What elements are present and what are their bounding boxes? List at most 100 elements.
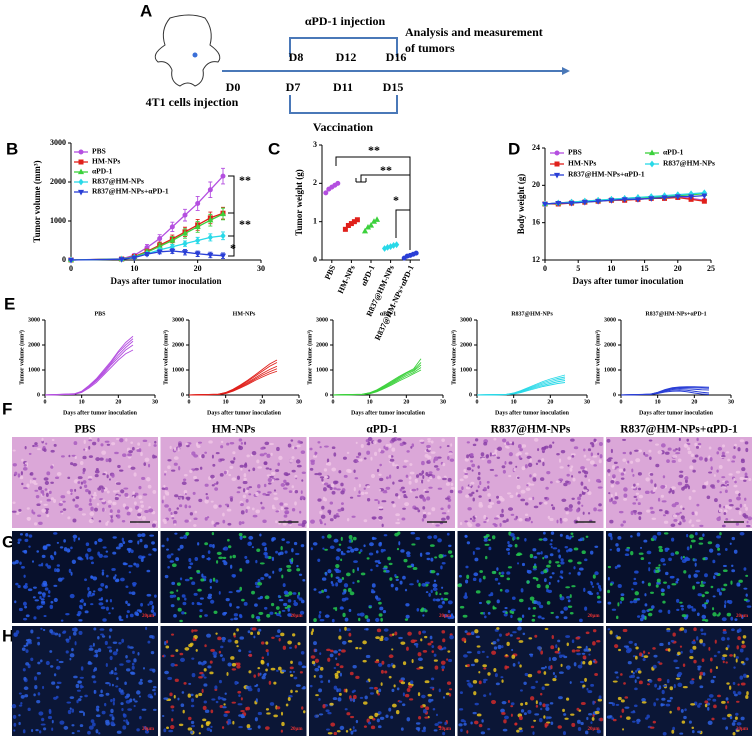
cell [87,587,89,591]
cell [180,577,182,580]
cell [93,590,95,592]
x-tick-label: 30 [257,264,265,273]
cell [394,574,396,577]
cell [75,504,79,508]
cell [488,612,491,615]
cell [275,478,279,480]
cell [261,641,265,644]
cell [115,574,117,576]
cell [130,441,133,443]
cell [390,716,393,719]
cell [636,493,639,495]
cell [284,472,289,476]
cell [622,728,624,730]
cell [19,608,23,611]
cell [40,659,43,662]
cell [98,602,103,605]
cell [324,549,328,551]
cell [702,485,704,489]
cell [586,536,589,538]
cell [563,607,568,611]
cell [369,606,372,608]
cell [64,726,69,730]
cell [689,534,694,538]
cell [326,728,330,730]
cell [664,521,668,524]
cell [544,497,547,499]
cell [345,618,349,622]
cell [428,593,431,597]
cell [543,715,545,719]
cell [509,452,513,456]
cell [464,520,468,522]
cell [241,442,243,445]
cell [140,452,143,456]
cell [524,712,527,715]
cell [697,593,702,596]
cell [40,500,42,502]
cell [370,457,372,461]
cell [641,614,644,618]
cell [126,660,131,663]
cell [298,661,302,663]
cell [112,684,114,687]
cell [406,475,409,478]
cell [506,446,509,448]
cell [137,508,142,512]
cell [481,458,485,460]
column-header: R837@HM-NPs [491,424,571,436]
cell [473,572,478,576]
cell [549,560,552,564]
cell [525,464,528,468]
cell [191,725,195,728]
cell [281,722,284,726]
cell [659,549,663,552]
cell [463,720,466,722]
cell [40,490,44,494]
cell [615,492,617,496]
cell [324,468,327,471]
cell [434,729,438,731]
cell [348,633,351,637]
cell [411,543,415,545]
cell [33,512,36,515]
cell [32,480,37,484]
cell [336,515,339,517]
cell [699,537,704,540]
cell [576,653,581,655]
cell [692,459,696,462]
cell [346,469,351,473]
cell [648,582,651,586]
cell [465,630,468,633]
cell [213,578,215,582]
significance-label: ** [239,217,251,231]
cell [713,595,716,597]
cell [436,573,439,576]
cell [132,663,135,666]
panel-label: F [2,399,12,418]
cell [740,648,744,652]
cell [380,636,383,639]
cell [409,476,412,480]
cell [674,684,676,688]
cell [171,633,174,635]
cell [446,658,448,661]
cell [447,445,450,447]
cell [139,448,142,452]
cell [704,457,707,461]
cell [338,578,343,582]
cell [198,676,203,678]
cell [74,489,76,492]
cell [544,578,547,582]
cell [418,658,423,661]
cell [474,629,478,633]
cell [49,629,53,633]
cell [68,455,70,458]
cell [650,726,655,728]
cell [353,560,358,563]
cell [559,655,563,659]
cell [528,637,532,639]
x-tick-label: 20 [691,399,697,405]
cell [331,468,336,472]
cell [740,532,745,535]
